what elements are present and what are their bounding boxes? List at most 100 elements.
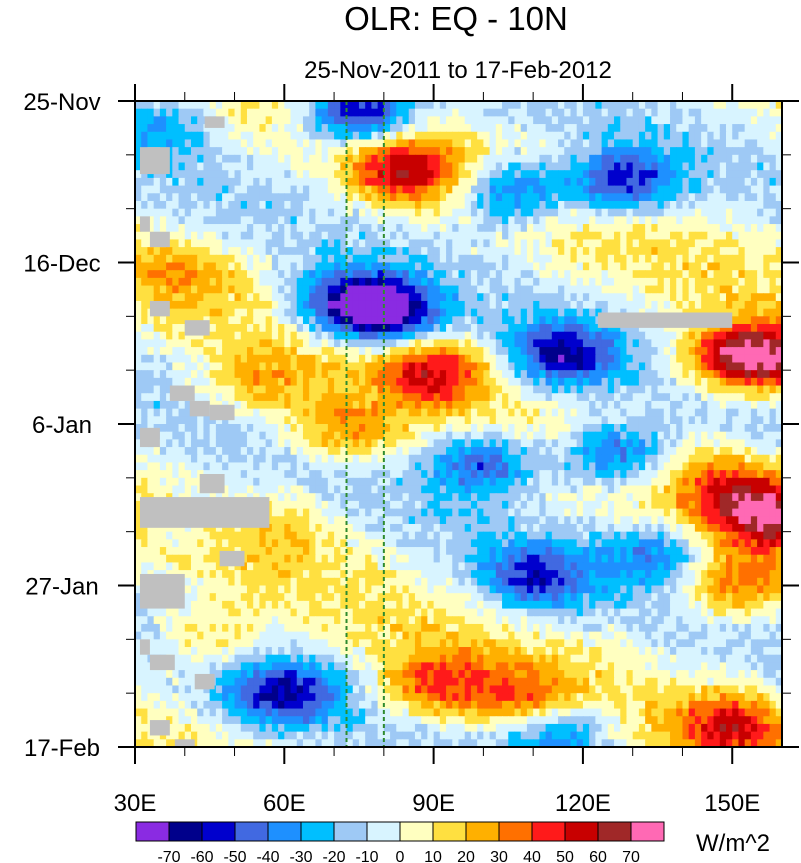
field-cell <box>166 262 173 271</box>
field-cell <box>408 454 416 464</box>
field-cell <box>278 116 285 125</box>
field-cell <box>246 185 254 194</box>
field-cell <box>278 254 285 264</box>
field-cell <box>141 324 149 333</box>
field-cell <box>365 101 372 110</box>
field-cell <box>645 185 652 194</box>
chart-title: OLR: EQ - 10N <box>344 0 568 37</box>
field-cell <box>178 139 186 148</box>
field-cell <box>750 231 758 241</box>
field-cell <box>595 362 603 371</box>
field-cell <box>645 131 652 141</box>
field-cell <box>626 131 634 141</box>
field-cell <box>141 262 149 271</box>
field-cell <box>371 208 379 217</box>
field-cell <box>153 347 161 356</box>
field-cell <box>657 208 665 217</box>
field-cell <box>688 101 696 110</box>
field-cell <box>520 116 528 125</box>
field-cell <box>178 270 186 279</box>
field-cell <box>558 124 565 133</box>
field-cell <box>626 439 634 448</box>
field-cell <box>663 362 671 371</box>
field-cell <box>682 224 690 233</box>
field-cell <box>141 362 149 371</box>
field-cell <box>433 200 441 210</box>
field-cell <box>626 370 634 379</box>
field-cell <box>309 108 317 117</box>
field-cell <box>614 200 621 210</box>
field-cell <box>421 324 428 333</box>
field-cell <box>732 300 740 310</box>
field-cell <box>446 347 453 356</box>
field-cell <box>483 362 491 371</box>
field-cell <box>458 185 466 194</box>
field-cell <box>408 385 416 394</box>
field-cell <box>296 385 304 394</box>
field-cell <box>309 400 317 410</box>
field-cell <box>421 331 428 340</box>
field-cell <box>701 400 708 410</box>
field-cell <box>570 254 578 264</box>
field-cell <box>719 354 727 364</box>
field-cell <box>719 324 727 333</box>
field-cell <box>694 101 702 110</box>
field-cell <box>321 185 329 194</box>
field-cell <box>396 116 404 125</box>
field-cell <box>707 247 715 256</box>
field-cell <box>135 200 142 210</box>
field-cell <box>470 293 478 302</box>
field-cell <box>446 247 453 256</box>
field-cell <box>315 362 323 371</box>
field-cell <box>632 370 640 379</box>
field-cell <box>446 239 453 248</box>
field-cell <box>533 347 540 356</box>
field-cell <box>408 231 416 241</box>
field-cell <box>402 447 410 456</box>
field-cell <box>246 424 254 433</box>
field-cell <box>464 270 472 279</box>
field-cell <box>589 116 596 125</box>
field-cell <box>651 231 659 241</box>
field-cell <box>495 447 503 456</box>
field-cell <box>564 454 572 464</box>
field-cell <box>651 270 659 279</box>
field-cell <box>533 416 540 425</box>
field-cell <box>719 347 727 356</box>
field-cell <box>383 324 391 333</box>
field-cell <box>651 370 659 379</box>
field-cell <box>626 124 634 133</box>
field-cell <box>769 216 777 225</box>
field-cell <box>290 454 298 464</box>
field-cell <box>302 139 310 148</box>
field-cell <box>688 339 696 348</box>
field-cell <box>377 331 385 340</box>
field-cell <box>545 400 553 410</box>
field-cell <box>383 354 391 364</box>
field-cell <box>402 370 410 379</box>
field-cell <box>726 239 733 248</box>
field-cell <box>135 416 142 425</box>
field-cell <box>564 431 572 440</box>
field-cell <box>657 300 665 310</box>
field-cell <box>670 331 677 340</box>
field-cell <box>719 101 727 110</box>
field-cell <box>390 431 397 440</box>
field-cell <box>514 424 522 433</box>
field-cell <box>346 131 354 141</box>
field-cell <box>719 231 727 241</box>
field-cell <box>371 101 379 110</box>
field-cell <box>589 354 596 364</box>
field-cell <box>533 439 540 448</box>
field-cell <box>377 193 385 202</box>
field-cell <box>234 216 242 225</box>
field-cell <box>458 439 466 448</box>
field-cell <box>520 354 528 364</box>
field-cell <box>757 293 764 302</box>
field-cell <box>526 185 534 194</box>
field-cell <box>589 200 596 210</box>
field-cell <box>278 170 285 179</box>
field-cell <box>744 347 752 356</box>
field-cell <box>464 208 472 217</box>
field-cell <box>215 439 223 448</box>
